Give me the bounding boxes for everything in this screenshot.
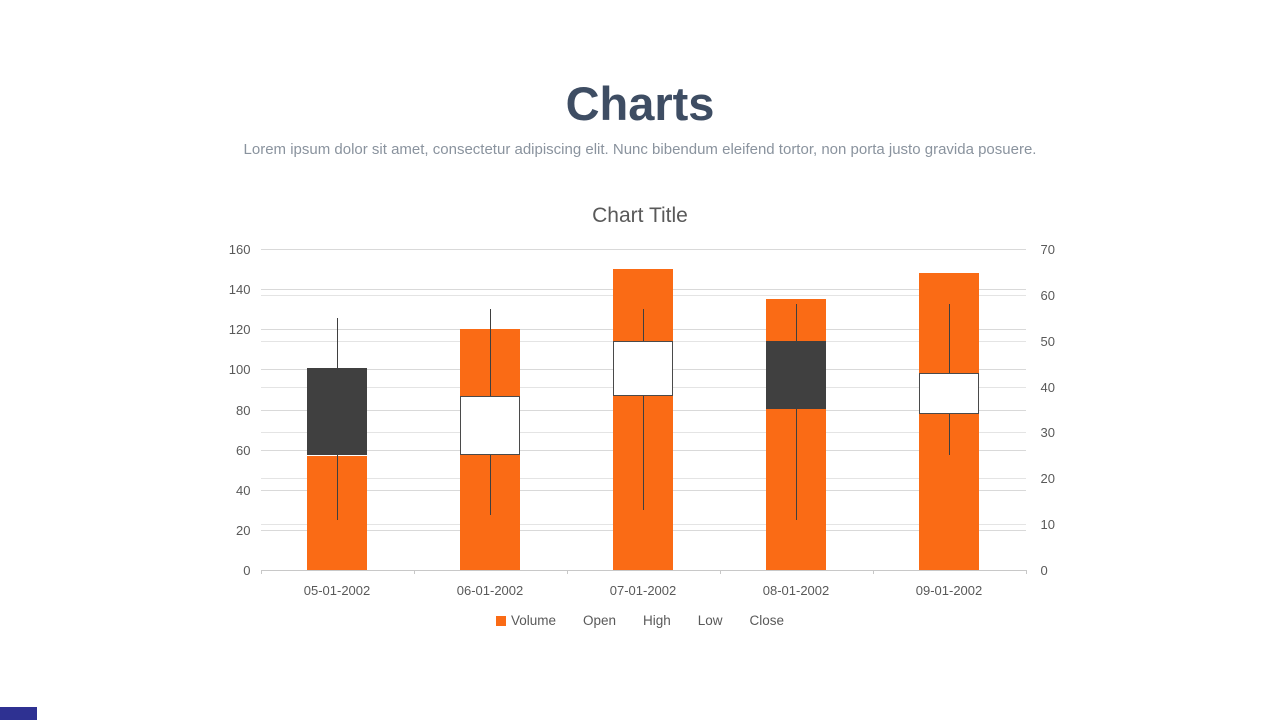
x-axis-category-label: 08-01-2002 [762, 583, 830, 598]
page-subtitle: Lorem ipsum dolor sit amet, consectetur … [243, 141, 1037, 158]
x-axis-category-label: 06-01-2002 [456, 583, 524, 598]
x-axis-tick [566, 570, 568, 574]
x-axis-tick [872, 570, 874, 574]
y-axis-left-tick-label: 0 [243, 563, 251, 578]
page-title: Charts [565, 77, 715, 130]
chart-title: Chart Title [592, 204, 688, 227]
x-axis-tick [413, 570, 415, 574]
y-axis-right-tick-label: 60 [1040, 287, 1055, 303]
y-axis-left-tick-label: 40 [236, 482, 251, 498]
candle-high-low-wick [795, 304, 797, 520]
corner-accent-bar [0, 707, 37, 720]
y-axis-right-tick-label: 0 [1040, 563, 1048, 578]
y-axis-left-tick-label: 160 [228, 242, 251, 257]
y-axis-left-tick-label: 100 [228, 362, 251, 378]
legend-label: Open [582, 613, 616, 628]
up-candle-box [460, 395, 520, 456]
y-axis-right-tick-label: 10 [1040, 517, 1055, 533]
x-axis-line [260, 570, 1026, 571]
y-axis-right-tick-label: 50 [1040, 333, 1055, 349]
legend-item-volume: Volume [495, 613, 556, 628]
x-axis-tick [1025, 570, 1027, 574]
legend-item-close: Close [750, 613, 785, 628]
legend-label: Low [697, 613, 723, 628]
up-candle-box [613, 340, 673, 396]
y-axis-right-tick-label: 20 [1040, 471, 1055, 487]
y-axis-right-tick-label: 40 [1040, 379, 1055, 395]
y-axis-right-tick-label: 70 [1040, 242, 1055, 257]
chart-legend: Volume Open High Low Close [0, 613, 1280, 628]
x-axis-category-label: 07-01-2002 [609, 583, 677, 598]
legend-label: High [643, 613, 671, 628]
y-axis-left-tick-label: 60 [236, 442, 251, 458]
x-axis-category-label: 09-01-2002 [915, 583, 983, 598]
volume-swatch-icon [495, 615, 506, 626]
candle-high-low-wick [642, 308, 644, 511]
legend-item-high: High [643, 613, 671, 628]
y-axis-left-tick-label: 120 [228, 322, 251, 338]
legend-label: Volume [510, 613, 556, 628]
down-candle-box [766, 340, 826, 410]
y-axis-left-tick-label: 80 [236, 402, 251, 418]
y-axis-left-tick-label: 140 [228, 282, 251, 298]
legend-label: Close [749, 613, 785, 628]
down-candle-box [307, 368, 367, 456]
y-axis-left-tick-label: 20 [236, 522, 251, 538]
y-axis-right-tick-label: 30 [1040, 425, 1055, 441]
x-axis-tick [260, 570, 262, 574]
legend-item-low: Low [698, 613, 723, 628]
x-axis-tick [719, 570, 721, 574]
gridline-primary [260, 249, 1026, 250]
legend-item-open: Open [583, 613, 616, 628]
up-candle-box [919, 372, 979, 415]
x-axis-category-label: 05-01-2002 [303, 583, 371, 598]
